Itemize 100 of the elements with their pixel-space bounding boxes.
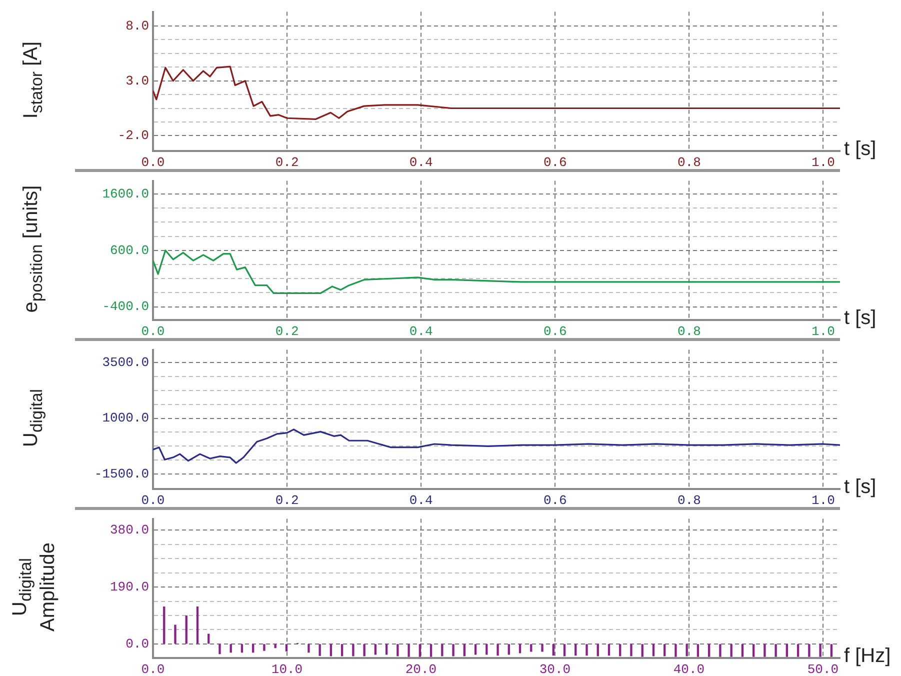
- x-tick-label: 0.8: [677, 155, 701, 170]
- bar: [652, 644, 655, 656]
- x-tick-label: 0.6: [543, 155, 567, 170]
- x-tick-label: 0.4: [409, 155, 433, 170]
- bar: [730, 644, 732, 657]
- bar: [752, 644, 755, 657]
- bar: [552, 644, 554, 656]
- bar: [463, 644, 466, 656]
- bar: [418, 644, 421, 657]
- bar: [240, 644, 244, 653]
- x-tick-label: 0.6: [543, 324, 567, 340]
- bar: [508, 644, 510, 655]
- x-tick-label: 0.6: [543, 493, 567, 508]
- bar: [363, 644, 366, 656]
- bar: [218, 644, 221, 654]
- bar: [263, 644, 266, 651]
- y-tick-label: 1600.0: [102, 186, 149, 202]
- bar: [686, 644, 688, 656]
- y-tick-label: 380.0: [110, 522, 149, 538]
- bar: [474, 644, 477, 655]
- x-tick-label: 0.0: [141, 493, 165, 508]
- bar: [796, 644, 800, 657]
- bar: [574, 644, 577, 656]
- bar: [163, 606, 166, 644]
- x-tick-label: 50.0: [807, 662, 839, 676]
- x-axis-title: t [s]: [844, 476, 876, 499]
- bar: [530, 644, 532, 652]
- bar: [563, 644, 566, 656]
- bar: [586, 644, 588, 656]
- x-tick-label: 0.8: [677, 324, 701, 340]
- bar: [518, 644, 522, 654]
- bar: [330, 644, 332, 656]
- bar: [196, 606, 199, 644]
- y-tick-label: -1500.0: [94, 466, 149, 482]
- x-axis-title: t [s]: [844, 307, 876, 330]
- y-tick-label: 8.0: [126, 18, 149, 34]
- bar: [830, 644, 833, 657]
- x-axis-title: t [s]: [844, 138, 876, 161]
- bar: [230, 644, 232, 653]
- bar: [308, 644, 310, 653]
- bar: [619, 644, 622, 656]
- bar: [430, 644, 432, 657]
- y-tick-label: -400.0: [102, 299, 149, 314]
- bar: [541, 644, 544, 652]
- bar: [374, 644, 377, 655]
- bar: [696, 644, 700, 657]
- x-tick-label: 1.0: [812, 155, 835, 170]
- x-tick-label: 0.0: [141, 324, 165, 340]
- bar: [641, 644, 644, 657]
- bar: [596, 644, 599, 656]
- x-axis-title: f [Hz]: [844, 645, 891, 668]
- x-tick-label: 40.0: [673, 662, 705, 676]
- x-tick-label: 20.0: [405, 662, 437, 676]
- bar: [608, 644, 610, 656]
- y-tick-label: 600.0: [110, 242, 149, 258]
- x-tick-label: 0.0: [141, 662, 165, 676]
- bar: [408, 644, 410, 657]
- bar: [396, 644, 399, 656]
- y-tick-label: 3500.0: [102, 354, 149, 370]
- bar: [285, 644, 288, 652]
- y-tick-label: 3.0: [126, 73, 149, 88]
- bar: [496, 644, 499, 656]
- bar: [318, 644, 321, 656]
- bar: [630, 644, 632, 656]
- bar: [185, 615, 188, 644]
- bar: [441, 644, 444, 656]
- bar: [674, 644, 677, 657]
- bar: [340, 644, 344, 656]
- x-tick-label: 0.2: [275, 324, 299, 340]
- x-tick-label: 0.0: [141, 155, 165, 170]
- bar: [774, 644, 777, 657]
- x-tick-label: 0.2: [275, 155, 299, 170]
- x-tick-label: 1.0: [812, 493, 835, 508]
- bar: [719, 644, 722, 657]
- bar: [252, 644, 254, 653]
- bar: [786, 644, 788, 657]
- bar: [452, 644, 454, 656]
- bar: [741, 644, 744, 657]
- x-tick-label: 0.2: [275, 493, 299, 508]
- bar: [174, 624, 176, 644]
- x-tick-label: 0.4: [409, 493, 433, 508]
- y-tick-label: 0.0: [126, 636, 149, 652]
- bar: [764, 644, 766, 657]
- x-tick-label: 10.0: [271, 662, 303, 676]
- x-tick-label: 30.0: [539, 662, 571, 676]
- x-tick-label: 1.0: [812, 324, 835, 340]
- x-tick-label: 0.8: [677, 493, 701, 508]
- bar: [352, 644, 354, 656]
- bar: [385, 644, 388, 655]
- bar: [664, 644, 666, 656]
- bar: [208, 634, 210, 644]
- bar: [808, 644, 810, 657]
- y-tick-label: 1000.0: [102, 410, 149, 426]
- bar: [486, 644, 488, 655]
- x-tick-label: 0.4: [409, 324, 433, 340]
- bar: [708, 644, 710, 657]
- bar: [274, 644, 276, 648]
- bar: [819, 644, 822, 657]
- y-tick-label: 190.0: [110, 579, 149, 594]
- y-tick-label: -2.0: [118, 128, 149, 144]
